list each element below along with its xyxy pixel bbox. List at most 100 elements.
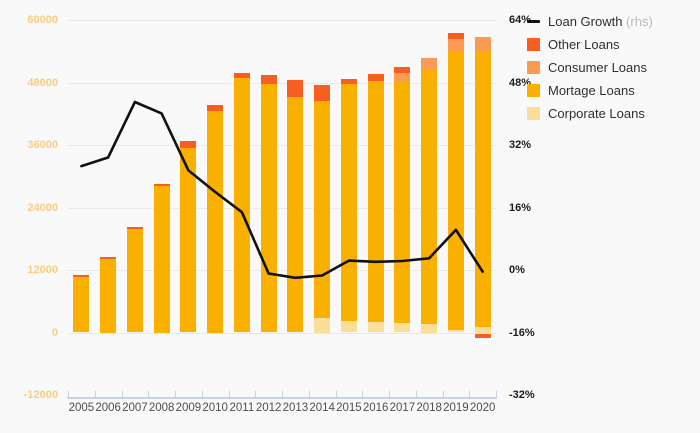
gridline-0 [68, 332, 497, 334]
bar-segment-2017-mortage-loans [394, 80, 411, 323]
x-axis-tick [442, 391, 444, 397]
bar-segment-2008-mortage-loans [153, 185, 170, 333]
left-axis-tick-24000: 24000 [27, 201, 58, 214]
x-axis-label-2009: 2009 [175, 402, 202, 414]
corporate-loans-swatch [527, 107, 540, 120]
chart-legend: Loan Growth (rhs) Other Loans Consumer L… [527, 10, 653, 125]
x-axis-tick [255, 391, 257, 397]
bar-segment-2016-mortage-loans [367, 80, 384, 322]
x-axis-tick [68, 391, 70, 397]
bar-segment-2011-other-loans [233, 73, 250, 79]
bar-segment-2015-corporate-loans [340, 321, 357, 333]
x-axis-label-2018: 2018 [416, 402, 442, 414]
bar-segment-2019-corporate-loans [447, 330, 464, 333]
left-axis-tick--12000: -12000 [23, 389, 58, 401]
bar-segment-2017-other-loans [394, 67, 411, 73]
bar-segment-2012-other-loans [260, 74, 277, 84]
bar-segment-2020-corporate-loans [474, 327, 491, 333]
loan-growth-line-swatch [527, 20, 540, 23]
x-axis-tick [121, 391, 123, 397]
x-axis-label-2005: 2005 [68, 402, 95, 414]
x-axis-label-2011: 2011 [229, 402, 255, 414]
bar-segment-2011-mortage-loans [233, 78, 250, 333]
legend-label: Other Loans [548, 37, 620, 52]
bar-segment-2013-mortage-loans [287, 96, 304, 333]
bar-segment-2020-consumer-loans [474, 36, 491, 51]
x-axis-label-2017: 2017 [389, 402, 416, 414]
left-axis-tick-48000: 48000 [27, 76, 58, 89]
other-loans-swatch [527, 38, 540, 51]
left-axis-tick-0: 0 [51, 326, 58, 339]
mortage-loans-swatch [527, 84, 540, 97]
bar-segment-2018-consumer-loans [421, 58, 438, 69]
bar-segment-2016-other-loans [367, 73, 384, 81]
legend-item-loan-growth: Loan Growth (rhs) [527, 10, 653, 33]
bar-segment-2012-mortage-loans [260, 83, 277, 333]
bar-segment-2015-other-loans [340, 79, 357, 84]
x-axis-tick [201, 391, 203, 397]
bar-segment-2017-consumer-loans [394, 72, 411, 81]
legend-item-mortage-loans: Mortage Loans [527, 79, 653, 102]
bar-segment-2006-other-loans [100, 256, 117, 260]
bar-segment-2013-other-loans [287, 80, 304, 97]
x-axis-tick [175, 391, 177, 397]
bar-segment-2006-mortage-loans [100, 259, 117, 333]
bar-segment-2009-mortage-loans [180, 147, 197, 333]
bar-segment-2020-mortage-loans [474, 50, 491, 328]
bar-segment-2015-mortage-loans [340, 83, 357, 322]
bar-segment-2018-mortage-loans [421, 68, 438, 324]
x-axis-label-2016: 2016 [362, 402, 389, 414]
legend-label: Mortage Loans [548, 83, 635, 98]
right-axis-tick-32%: 32% [509, 139, 532, 151]
bar-segment-2005-mortage-loans [73, 276, 90, 333]
x-axis-label-2012: 2012 [255, 402, 282, 414]
bar-segment-2007-other-loans [126, 226, 143, 229]
x-axis-tick [362, 391, 364, 397]
x-axis-line [67, 397, 497, 399]
legend-item-other-loans: Other Loans [527, 33, 653, 56]
x-axis-label-2013: 2013 [282, 402, 309, 414]
right-axis-tick-48%: 48% [509, 76, 532, 89]
legend-item-consumer-loans: Consumer Loans [527, 56, 653, 79]
bar-segment-2018-corporate-loans [421, 323, 438, 333]
bar-segment-2019-mortage-loans [447, 51, 464, 331]
x-axis-tick [282, 391, 284, 397]
x-axis-label-2020: 2020 [469, 402, 496, 414]
x-axis-tick [308, 391, 310, 397]
rhs-note: (rhs) [622, 14, 653, 29]
x-axis-label-2014: 2014 [309, 402, 335, 414]
x-axis-tick [415, 391, 417, 397]
gridline-48000 [68, 82, 497, 84]
gridline-60000 [68, 20, 497, 21]
bar-segment-2014-mortage-loans [314, 101, 331, 319]
x-axis-label-2015: 2015 [336, 402, 362, 414]
right-axis-tick--32%: -32% [509, 389, 535, 401]
left-axis-tick-36000: 36000 [27, 139, 58, 151]
x-axis-tick [94, 391, 96, 397]
bar-segment-2010-mortage-loans [207, 110, 224, 333]
bar-segment-2016-corporate-loans [367, 321, 384, 333]
legend-item-corporate-loans: Corporate Loans [527, 102, 653, 125]
x-axis-tick [496, 391, 498, 397]
right-axis-tick--16%: -16% [509, 326, 535, 339]
bar-segment-2009-other-loans [180, 140, 197, 148]
bar-segment-2007-mortage-loans [126, 228, 143, 333]
x-axis-label-2019: 2019 [443, 402, 469, 414]
left-axis-tick-60000: 60000 [27, 14, 58, 26]
bar-segment-2020-other-loans [474, 333, 491, 339]
x-axis-tick [228, 391, 230, 397]
x-axis-tick [148, 391, 150, 397]
x-axis-label-2007: 2007 [122, 402, 148, 414]
bar-segment-2008-other-loans [153, 183, 170, 186]
bar-segment-2014-corporate-loans [314, 318, 331, 333]
x-axis-tick [469, 391, 471, 397]
right-axis-tick-0%: 0% [509, 264, 525, 276]
bar-segment-2005-other-loans [73, 274, 90, 277]
bar-segment-2019-consumer-loans [447, 39, 464, 52]
bar-segment-2010-other-loans [207, 105, 224, 111]
x-axis-label-2008: 2008 [148, 402, 175, 414]
x-axis-tick [335, 391, 337, 397]
bar-segment-2017-corporate-loans [394, 322, 411, 333]
bar-segment-2019-other-loans [447, 33, 464, 40]
bar-segment-2014-other-loans [314, 84, 331, 102]
